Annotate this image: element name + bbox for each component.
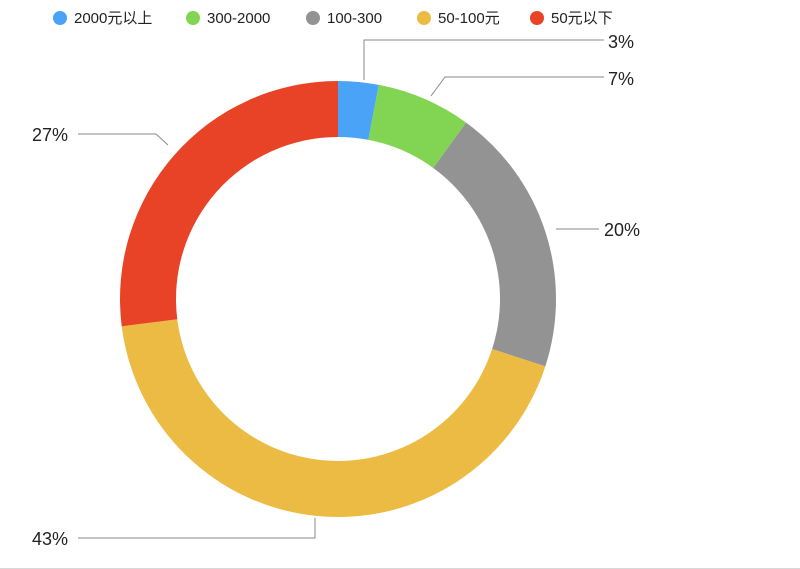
legend-label-50-100: 50-100元 (438, 10, 500, 27)
percent-labels: 3% 7% 20% 43% 27% (32, 32, 640, 549)
donut-slices (120, 81, 556, 518)
data-label-100-300: 20% (604, 220, 640, 240)
slice-300-2000[interactable] (368, 84, 467, 168)
legend-label-300-2000: 300-2000 (207, 10, 270, 27)
legend-label-100-300: 100-300 (327, 10, 382, 27)
legend-marker-300-2000 (186, 11, 200, 25)
leader-line-50-100 (78, 518, 316, 539)
legend-item-100-300[interactable]: 100-300 (306, 10, 382, 27)
legend-marker-50-100 (417, 11, 431, 25)
legend-item-2000-plus[interactable]: 2000元以上 (53, 10, 152, 27)
legend: 2000元以上 300-2000 100-300 50-100元 50元以下 (53, 10, 613, 27)
leader-line-under-50 (78, 133, 169, 146)
data-label-50-100: 43% (32, 529, 68, 549)
legend-label-2000-plus: 2000元以上 (74, 10, 152, 27)
data-label-2000-plus: 3% (608, 32, 634, 52)
slice-under-50[interactable] (120, 81, 338, 327)
legend-marker-2000-plus (53, 11, 67, 25)
slice-100-300[interactable] (433, 122, 556, 367)
legend-marker-under-50 (530, 11, 544, 25)
legend-label-under-50: 50元以下 (551, 10, 613, 27)
legend-item-300-2000[interactable]: 300-2000 (186, 10, 270, 27)
slice-2000-plus[interactable] (338, 81, 379, 140)
leader-line-300-2000 (430, 76, 604, 97)
data-label-under-50: 27% (32, 125, 68, 145)
data-label-300-2000: 7% (608, 69, 634, 89)
legend-item-under-50[interactable]: 50元以下 (530, 10, 613, 27)
leader-line-2000-plus (363, 39, 604, 80)
legend-item-50-100[interactable]: 50-100元 (417, 10, 500, 27)
leader-lines (78, 39, 604, 539)
slice-50-100[interactable] (121, 319, 546, 518)
legend-marker-100-300 (306, 11, 320, 25)
